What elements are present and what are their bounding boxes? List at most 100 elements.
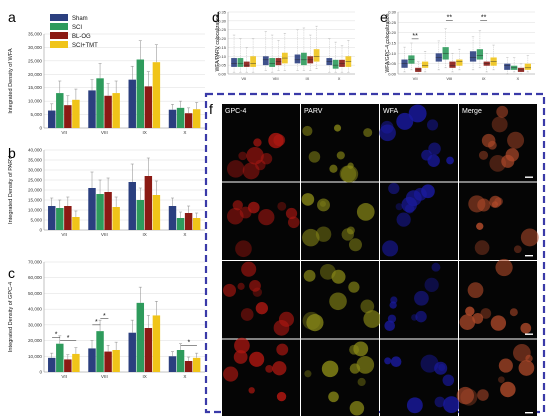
box: [301, 52, 307, 66]
y-tick-label: 0.00: [218, 72, 227, 77]
y-tick-label: 20,000: [28, 72, 42, 77]
cell-blob: [487, 140, 497, 150]
bar: [192, 109, 201, 128]
y-tick-label: 0.00: [388, 72, 397, 77]
cell-blob: [491, 116, 508, 133]
cell-blob: [442, 374, 455, 387]
y-tick-label: 60,000: [28, 275, 42, 280]
cell-blob: [396, 112, 414, 130]
y-tick-label: 0.20: [218, 36, 227, 41]
bar: [56, 93, 64, 128]
cell-blob: [238, 151, 247, 161]
y-tick-label: 50,000: [28, 291, 42, 296]
cell-blob: [387, 314, 397, 323]
cell-blob: [363, 128, 373, 138]
y-tick-label: 35,000: [28, 158, 42, 163]
bar: [112, 207, 120, 230]
cell-blob: [443, 396, 460, 413]
cell-blob: [233, 350, 248, 364]
cell-blob: [390, 356, 402, 368]
x-tick-label: VIII: [273, 76, 279, 81]
y-tick-label: 15,000: [28, 198, 42, 203]
cell-blob: [235, 240, 252, 258]
cell-blob: [273, 134, 286, 147]
cell-blob: [384, 320, 396, 332]
column-label-gpc-4: GPC-4: [225, 108, 247, 115]
cell-blob: [525, 354, 533, 363]
x-tick-label: VII: [413, 76, 418, 81]
box: [449, 61, 456, 68]
cell-blob: [500, 381, 516, 398]
legend-label: SCI+TMT: [72, 43, 98, 49]
micrograph-panel: f Sham GPC-4 PARV WFA Merge SCI BL_OG SCI+TMT: [204, 92, 546, 416]
bar: [88, 188, 96, 230]
y-tick-label: 70,000: [28, 260, 42, 265]
column-label-wfa: WFA: [383, 108, 398, 115]
bar: [72, 217, 80, 230]
cell-blob: [465, 306, 475, 316]
y-tick-label: 40,000: [28, 148, 42, 153]
box: [269, 58, 276, 67]
cell-blob: [467, 282, 484, 299]
y-tick-label: 30,000: [28, 322, 42, 327]
significance-label: *: [67, 335, 70, 342]
cell-blob: [249, 351, 265, 367]
scale-bar: [525, 176, 533, 178]
bar: [96, 331, 104, 372]
cell-blob: [426, 119, 439, 131]
cell-blob: [421, 184, 435, 199]
column-label-merge: Merge: [462, 108, 482, 115]
cell-blob: [472, 312, 484, 324]
cell-blob: [384, 357, 392, 365]
cell-blob: [246, 146, 264, 165]
cell-blob: [382, 240, 399, 257]
bar: [48, 357, 56, 372]
x-tick-label: VIII: [101, 232, 108, 237]
significance-label: *: [103, 313, 106, 320]
bar: [48, 206, 56, 230]
cell-blob: [222, 283, 237, 297]
significance-label: **: [481, 14, 487, 21]
cell-blob: [490, 315, 507, 331]
cell-blob: [333, 124, 342, 132]
box: [456, 59, 463, 66]
cell-blob: [239, 206, 252, 219]
cell-blob: [415, 310, 427, 323]
bar: [104, 192, 112, 230]
cell-blob: [223, 366, 239, 382]
micrograph-tile: [459, 182, 537, 260]
cell-blob: [509, 308, 518, 317]
y-tick-label: 35,000: [28, 32, 42, 37]
cell-blob: [360, 299, 375, 314]
box: [524, 63, 531, 70]
row-label-bl-og: BL_OG: [216, 288, 225, 313]
cell-blob: [349, 401, 365, 416]
micrograph-tile: [301, 104, 379, 182]
panel-c: c 70,000 60,000 50,000 40,000 30,000 20,000 10,…: [8, 260, 205, 379]
bar: [56, 343, 64, 372]
cell-blob: [260, 152, 273, 165]
x-tick-label: IX: [142, 130, 146, 135]
box: [313, 49, 320, 62]
cell-blob: [253, 138, 262, 147]
bar: [168, 206, 177, 230]
cell-blob: [520, 322, 532, 334]
y-tick-label: 0.20: [388, 30, 397, 35]
cell-blob: [518, 360, 535, 376]
cell-blob: [276, 343, 289, 356]
panel-letter-d: d: [212, 9, 220, 25]
bar: [144, 86, 153, 128]
bar: [152, 195, 161, 230]
cell-blob: [348, 281, 360, 293]
scale-bar: [525, 255, 533, 257]
bar: [64, 359, 72, 372]
box: [476, 49, 484, 60]
bar: [176, 218, 185, 230]
cell-blob: [446, 156, 454, 165]
cell-blob: [495, 258, 513, 277]
y-tick-label: 5,000: [31, 218, 43, 223]
cell-blob: [428, 142, 441, 156]
bar: [128, 332, 136, 372]
cell-blob: [405, 190, 422, 207]
